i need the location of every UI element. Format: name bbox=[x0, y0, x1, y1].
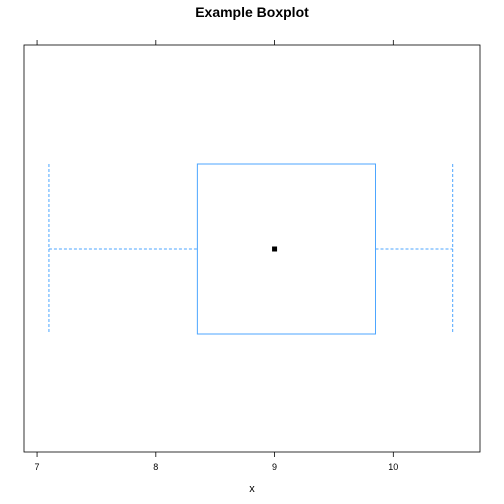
chart-title: Example Boxplot bbox=[195, 4, 309, 20]
iqr-box bbox=[196, 163, 376, 335]
x-tick-label: 9 bbox=[272, 462, 277, 472]
bottom-ticks bbox=[36, 452, 394, 457]
x-tick-labels: 7 8 9 10 bbox=[35, 462, 399, 472]
median-dot bbox=[272, 246, 278, 252]
box-group bbox=[48, 163, 454, 335]
plot-frame bbox=[23, 44, 481, 453]
x-axis-label: x bbox=[249, 483, 255, 495]
x-tick-label: 8 bbox=[153, 462, 158, 472]
x-tick-label: 10 bbox=[388, 462, 398, 472]
x-tick-label: 7 bbox=[35, 462, 40, 472]
top-ticks bbox=[36, 40, 394, 45]
